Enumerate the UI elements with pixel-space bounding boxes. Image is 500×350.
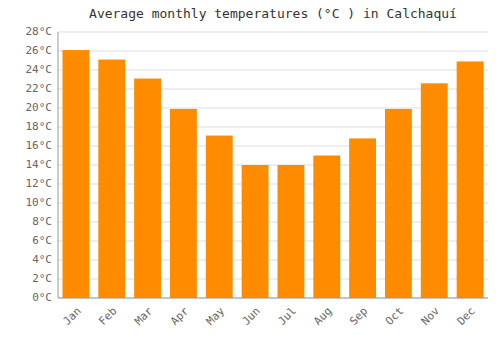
bar: [313, 156, 340, 299]
y-tick-label: 26°C: [26, 44, 53, 57]
bar: [242, 165, 269, 298]
x-tick-label: Feb: [96, 305, 119, 328]
y-tick-label: 8°C: [32, 215, 52, 228]
x-tick-label: Nov: [419, 304, 443, 328]
x-tick-label: Dec: [455, 305, 478, 328]
bar: [277, 165, 304, 298]
y-tick-label: 14°C: [26, 158, 53, 171]
x-axis-line: [58, 298, 488, 299]
bar: [385, 109, 412, 298]
chart: 0°C 2°C 4°C 6°C 8°C 10°C 12°C 14°C 16°C 18°C 20°C 2…: [0, 0, 500, 350]
bar: [457, 61, 484, 298]
bar: [421, 83, 448, 298]
bar: [170, 109, 197, 298]
x-tick-label: May: [204, 304, 228, 328]
y-tick-label: 4°C: [32, 253, 52, 266]
bar: [349, 138, 376, 298]
y-tick-label: 20°C: [26, 101, 53, 114]
title: Average monthly temperatures (°C ) in Ca…: [89, 6, 457, 21]
y-tick-label: 18°C: [26, 120, 53, 133]
bar: [206, 136, 233, 298]
y-tick-label: 2°C: [32, 272, 52, 285]
y-tick-label: 16°C: [26, 139, 53, 152]
y-tick-label: 12°C: [26, 177, 53, 190]
y-axis-line: [58, 32, 59, 298]
grid-line: [58, 298, 488, 299]
y-tick-label: 0°C: [32, 291, 52, 304]
x-tick-label: Mar: [132, 304, 156, 328]
x-tick-label: Oct: [383, 305, 406, 328]
grid-line: [58, 51, 488, 52]
y-tick-label: 28°C: [26, 25, 53, 38]
x-tick-label: Jul: [275, 305, 298, 328]
bar: [134, 79, 161, 298]
x-tick-label: Jan: [60, 305, 83, 328]
x-tick-label: Apr: [168, 304, 192, 328]
x-tick-label: Aug: [311, 305, 334, 328]
bar: [62, 50, 89, 298]
y-tick-label: 10°C: [26, 196, 53, 209]
x-tick-label: Jun: [240, 305, 263, 328]
bar: [98, 60, 125, 298]
y-tick-label: 22°C: [26, 82, 53, 95]
grid-line: [58, 32, 488, 33]
x-tick-label: Sep: [347, 305, 370, 328]
y-tick-label: 24°C: [26, 63, 53, 76]
y-tick-label: 6°C: [32, 234, 52, 247]
